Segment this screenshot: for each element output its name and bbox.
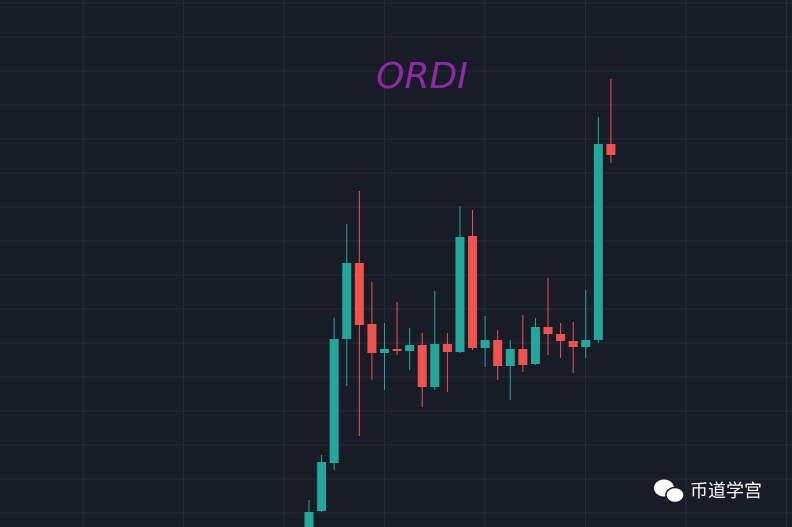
candle-body — [304, 512, 314, 527]
candle-body — [568, 341, 578, 347]
candle-body — [354, 263, 364, 325]
candle-body — [493, 340, 503, 366]
candle-body — [581, 340, 591, 347]
watermark-text: 币道学宫 — [690, 481, 762, 502]
wechat-icon — [665, 486, 685, 504]
candle-body — [530, 327, 540, 364]
candle-body — [442, 344, 452, 352]
candle-body — [455, 237, 465, 352]
candle-body — [367, 324, 377, 353]
candle-body — [417, 345, 427, 387]
candle-body — [405, 345, 415, 351]
candle-body — [468, 236, 478, 348]
chart-title: ORDI — [376, 56, 468, 97]
candle-body — [342, 263, 352, 339]
candle-body — [556, 334, 566, 341]
candle-body — [606, 144, 616, 155]
candle-body — [379, 349, 389, 353]
candle-body — [430, 344, 440, 387]
candle-body — [543, 327, 553, 334]
candle-body — [392, 349, 402, 351]
candle-body — [505, 349, 515, 366]
watermark: 币道学宫 — [654, 479, 762, 504]
candle-body — [480, 340, 490, 348]
candle-body — [593, 144, 603, 340]
candle-body — [317, 462, 327, 511]
candle-body — [518, 349, 528, 365]
candle-body — [329, 339, 339, 463]
